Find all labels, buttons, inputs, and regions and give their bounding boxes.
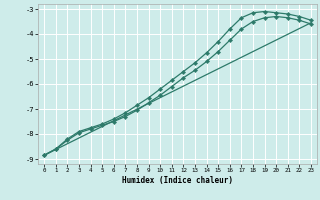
X-axis label: Humidex (Indice chaleur): Humidex (Indice chaleur) [122, 176, 233, 185]
